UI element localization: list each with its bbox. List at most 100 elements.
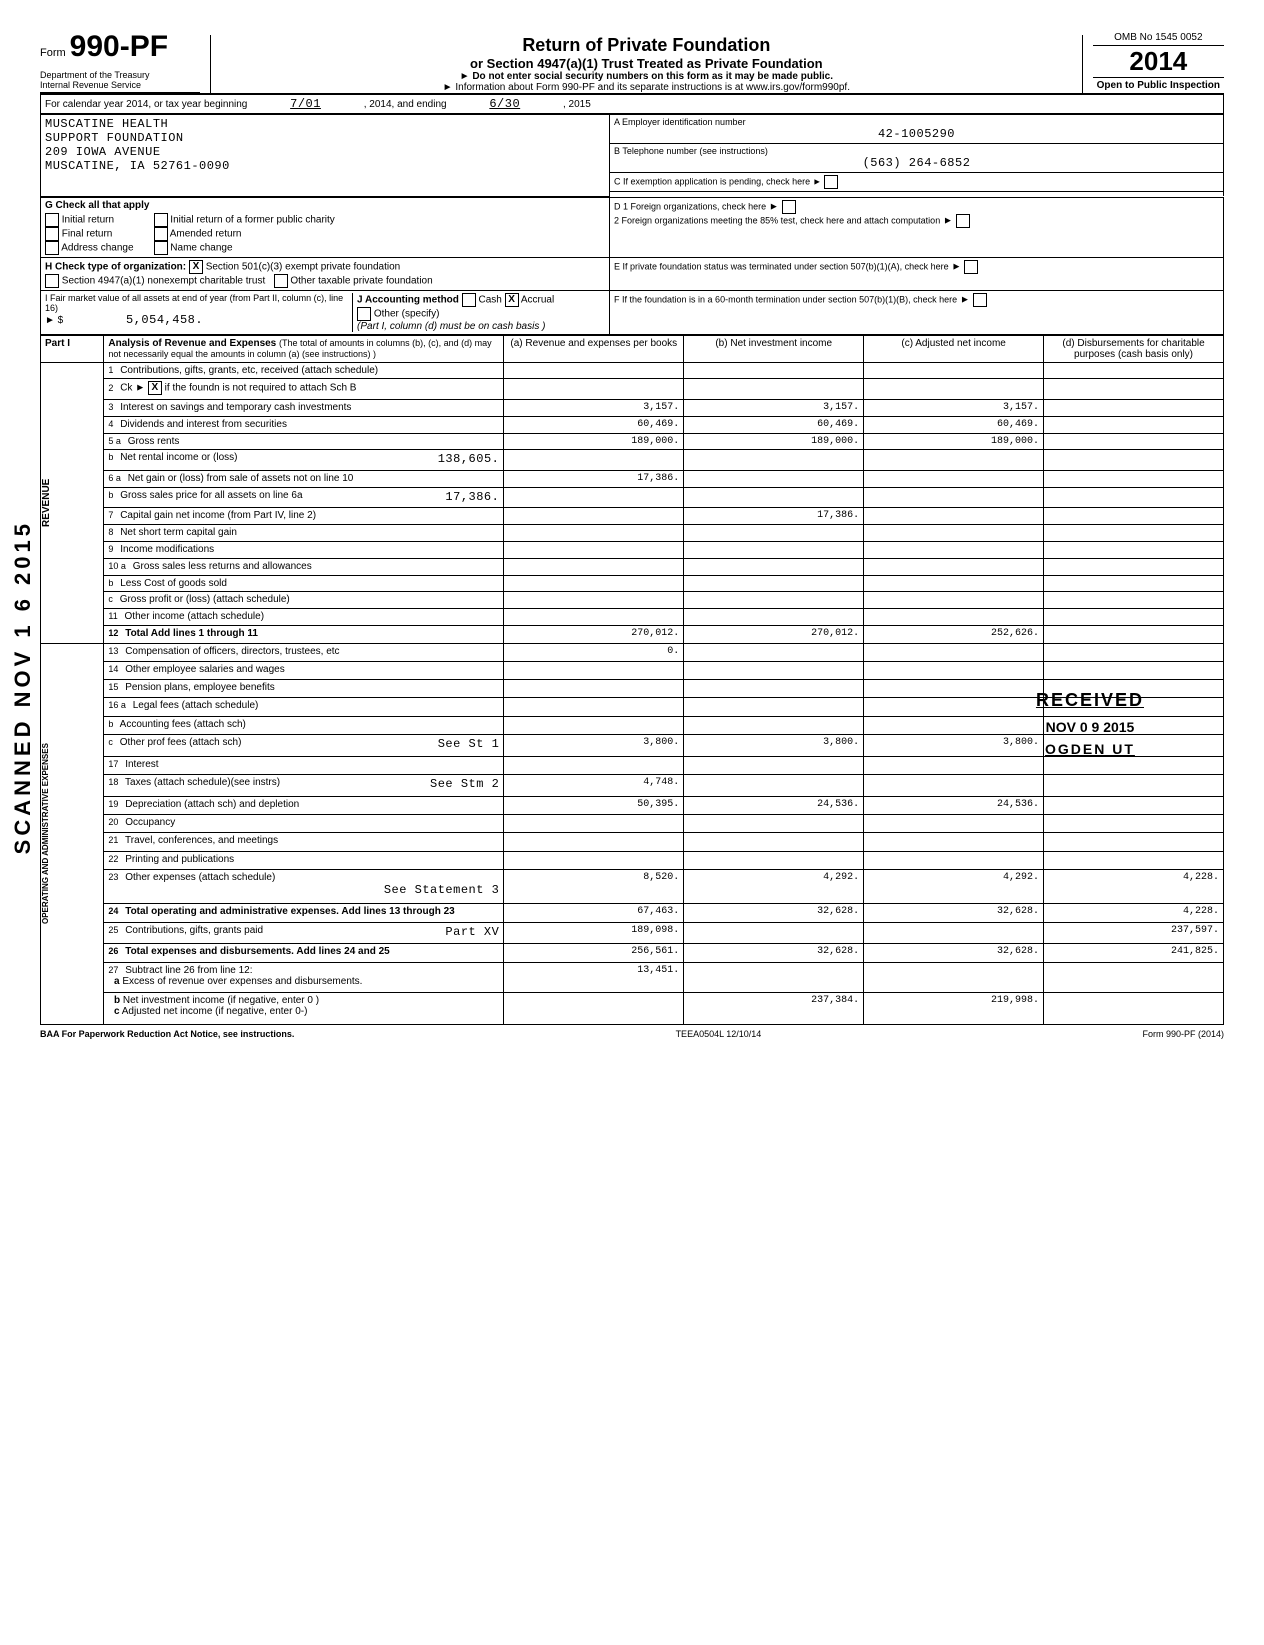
revenue-side-label: REVENUE xyxy=(41,363,52,643)
tax-year: 2014 xyxy=(1093,46,1224,78)
opt-final-return: Final return xyxy=(62,228,113,239)
chk-4947[interactable] xyxy=(45,274,59,288)
checkbox-c[interactable] xyxy=(824,175,838,189)
opt-accrual: Accrual xyxy=(521,294,554,305)
label-j: J Accounting method xyxy=(357,294,459,305)
identity-block: MUSCATINE HEALTH SUPPORT FOUNDATION 209 … xyxy=(40,114,1224,197)
form-word: Form xyxy=(40,47,66,59)
inspection-notice: Open to Public Inspection xyxy=(1093,78,1224,93)
line-17: Interest xyxy=(125,759,158,770)
year-mid: , 2014, and ending xyxy=(364,99,447,110)
l3a: 3,157. xyxy=(504,399,684,416)
chk-address-change[interactable] xyxy=(45,241,59,255)
line-10a: Gross sales less returns and allowances xyxy=(133,561,312,572)
line-22: Printing and publications xyxy=(125,854,234,865)
line-8: Net short term capital gain xyxy=(120,527,237,538)
l23a: 8,520. xyxy=(504,869,684,903)
chk-name-change[interactable] xyxy=(154,241,168,255)
line-15: Pension plans, employee benefits xyxy=(125,682,275,693)
line-27a: Excess of revenue over expenses and disb… xyxy=(122,976,362,987)
l16cb: 3,800. xyxy=(684,734,864,756)
line-19: Depreciation (attach sch) and depletion xyxy=(125,799,299,810)
dept-line1: Department of the Treasury xyxy=(40,70,200,80)
l27aa: 13,451. xyxy=(504,962,684,993)
chk-accrual[interactable]: X xyxy=(505,293,519,307)
chk-initial-return[interactable] xyxy=(45,213,59,227)
year-prefix: For calendar year 2014, or tax year begi… xyxy=(45,99,247,110)
line-27c: Adjusted net income (if negative, enter … xyxy=(122,1006,308,1017)
line-26: Total expenses and disbursements. Add li… xyxy=(125,946,390,957)
line-27: Subtract line 26 from line 12: xyxy=(125,965,252,976)
year-end-year: , 2015 xyxy=(563,99,591,110)
chk-sch-b[interactable]: X xyxy=(148,381,162,395)
opt-name-change: Name change xyxy=(170,242,232,253)
chk-other-taxable[interactable] xyxy=(274,274,288,288)
chk-e[interactable] xyxy=(964,260,978,274)
line-9: Income modifications xyxy=(120,544,214,555)
l27cc: 219,998. xyxy=(864,993,1044,1024)
col-d-header: (d) Disbursements for charitable purpose… xyxy=(1044,335,1224,362)
label-d1: D 1 Foreign organizations, check here xyxy=(614,201,766,211)
line-5b: Net rental income or (loss) xyxy=(120,452,237,463)
line-6a: Net gain or (loss) from sale of assets n… xyxy=(128,473,354,484)
chk-f[interactable] xyxy=(973,293,987,307)
opt-other-taxable: Other taxable private foundation xyxy=(290,275,432,286)
phone: (563) 264-6852 xyxy=(614,156,1219,170)
l13a: 0. xyxy=(504,643,684,661)
dept-line2: Internal Revenue Service xyxy=(40,80,200,90)
line-13: Compensation of officers, directors, tru… xyxy=(125,646,339,657)
l23b: 4,292. xyxy=(684,869,864,903)
label-d2: 2 Foreign organizations meeting the 85% … xyxy=(614,215,940,225)
opt-501c3: Section 501(c)(3) exempt private foundat… xyxy=(206,261,401,272)
label-h: H Check type of organization: xyxy=(45,261,186,272)
l24b: 32,628. xyxy=(684,904,864,922)
form-number: 990-PF xyxy=(70,30,168,64)
chk-amended[interactable] xyxy=(154,227,168,241)
ein: 42-1005290 xyxy=(614,127,1219,141)
line-16a: Legal fees (attach schedule) xyxy=(133,700,259,711)
l26d: 241,825. xyxy=(1044,944,1224,962)
l3c: 3,157. xyxy=(864,399,1044,416)
chk-d2[interactable] xyxy=(956,214,970,228)
opt-address-change: Address change xyxy=(61,242,133,253)
line-11: Other income (attach schedule) xyxy=(125,611,265,622)
chk-cash[interactable] xyxy=(462,293,476,307)
filer-name2: SUPPORT FOUNDATION xyxy=(45,131,605,145)
l4b: 60,469. xyxy=(684,416,864,433)
line-21: Travel, conferences, and meetings xyxy=(125,835,278,846)
l24a: 67,463. xyxy=(504,904,684,922)
l25d: 237,597. xyxy=(1044,922,1224,944)
received-stamp: RECEIVED NOV 0 9 2015 OGDEN UT xyxy=(1036,690,1144,757)
l12b: 270,012. xyxy=(684,626,864,643)
l24d: 4,228. xyxy=(1044,904,1224,922)
year-line: For calendar year 2014, or tax year begi… xyxy=(40,95,1224,114)
line-16b: Accounting fees (attach sch) xyxy=(120,719,246,730)
chk-final-return[interactable] xyxy=(45,227,59,241)
l26a: 256,561. xyxy=(504,944,684,962)
l23d: 4,228. xyxy=(1044,869,1224,903)
chk-d1[interactable] xyxy=(782,200,796,214)
sub-title: or Section 4947(a)(1) Trust Treated as P… xyxy=(221,56,1072,71)
chk-other-method[interactable] xyxy=(357,307,371,321)
line-10b: Less Cost of goods sold xyxy=(120,578,227,589)
l16ca: 3,800. xyxy=(504,734,684,756)
l5ab: 189,000. xyxy=(684,433,864,450)
l4a: 60,469. xyxy=(504,416,684,433)
filer-addr: 209 IOWA AVENUE xyxy=(45,145,605,159)
l6aa: 17,386. xyxy=(504,470,684,487)
chk-501c3[interactable]: X xyxy=(189,260,203,274)
label-f: F If the foundation is in a 60-month ter… xyxy=(614,294,957,304)
l12a: 270,012. xyxy=(504,626,684,643)
l19a: 50,395. xyxy=(504,796,684,814)
col-b-header: (b) Net investment income xyxy=(684,335,864,362)
opt-cash: Cash xyxy=(478,294,501,305)
l18a: 4,748. xyxy=(504,775,684,797)
footer-left: BAA For Paperwork Reduction Act Notice, … xyxy=(40,1029,294,1039)
l18-ref: See Stm 2 xyxy=(430,777,499,791)
line-2b: if the foundn is not required to attach … xyxy=(165,383,357,394)
line-7: Capital gain net income (from Part IV, l… xyxy=(120,510,316,521)
l5ac: 189,000. xyxy=(864,433,1044,450)
form-header: Form 990-PF Department of the Treasury I… xyxy=(40,30,1224,93)
part1-title: Analysis of Revenue and Expenses xyxy=(108,338,276,349)
chk-former-charity[interactable] xyxy=(154,213,168,227)
